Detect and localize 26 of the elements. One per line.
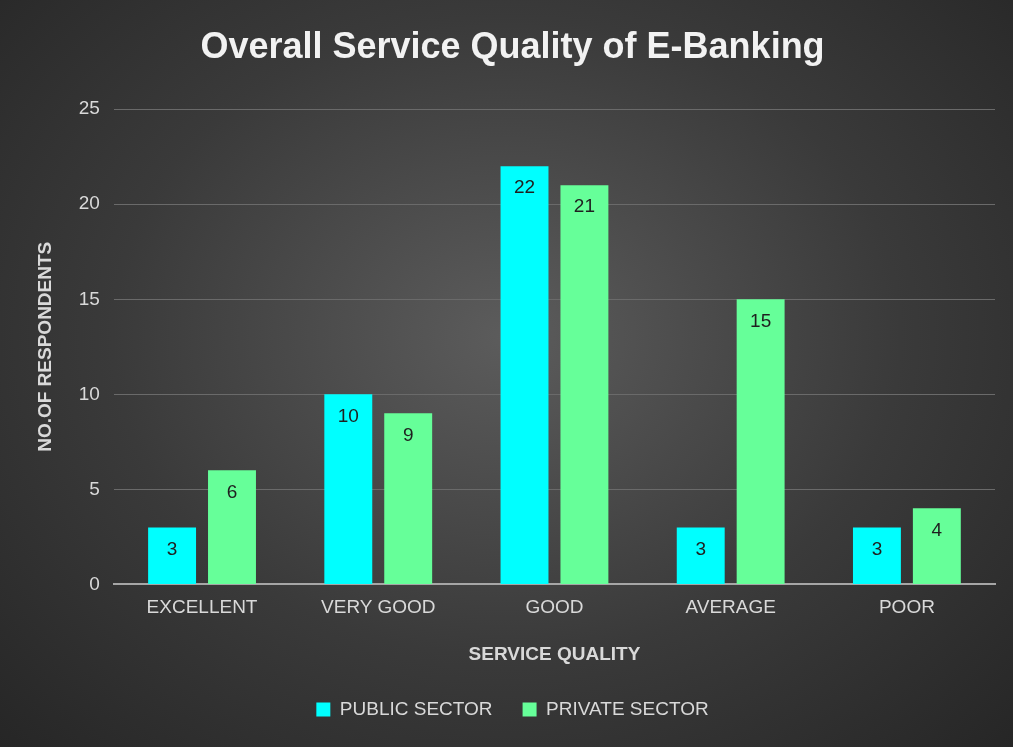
x-tick-label: POOR [878,596,935,618]
data-label: 3 [695,537,707,559]
legend-label: PRIVATE SECTOR [546,697,709,719]
y-tick-label: 0 [89,572,100,594]
x-tick-label: VERY GOOD [321,596,436,618]
y-tick-label: 25 [78,97,100,119]
y-tick-label: 10 [78,382,100,404]
data-label: 3 [871,537,883,559]
x-tick-label: EXCELLENT [146,596,258,618]
data-label: 15 [750,309,772,331]
y-tick-label: 20 [78,192,100,214]
data-label: 4 [931,518,943,540]
data-label: 3 [166,537,178,559]
y-tick-label: 5 [89,477,100,499]
data-label: 22 [513,176,536,198]
y-tick-label: 15 [78,287,100,309]
x-tick-label: AVERAGE [685,596,776,618]
data-label: 10 [337,404,359,426]
x-axis-title: SERVICE QUALITY [468,642,641,664]
data-label: 9 [402,423,414,445]
data-label: 6 [226,480,238,502]
legend-label: PUBLIC SECTOR [339,697,493,719]
y-axis-title: NO.OF RESPONDENTS [33,241,55,452]
x-tick-label: GOOD [525,596,584,618]
data-label: 21 [573,195,595,217]
chart-title: Overall Service Quality of E-Banking [200,24,825,66]
